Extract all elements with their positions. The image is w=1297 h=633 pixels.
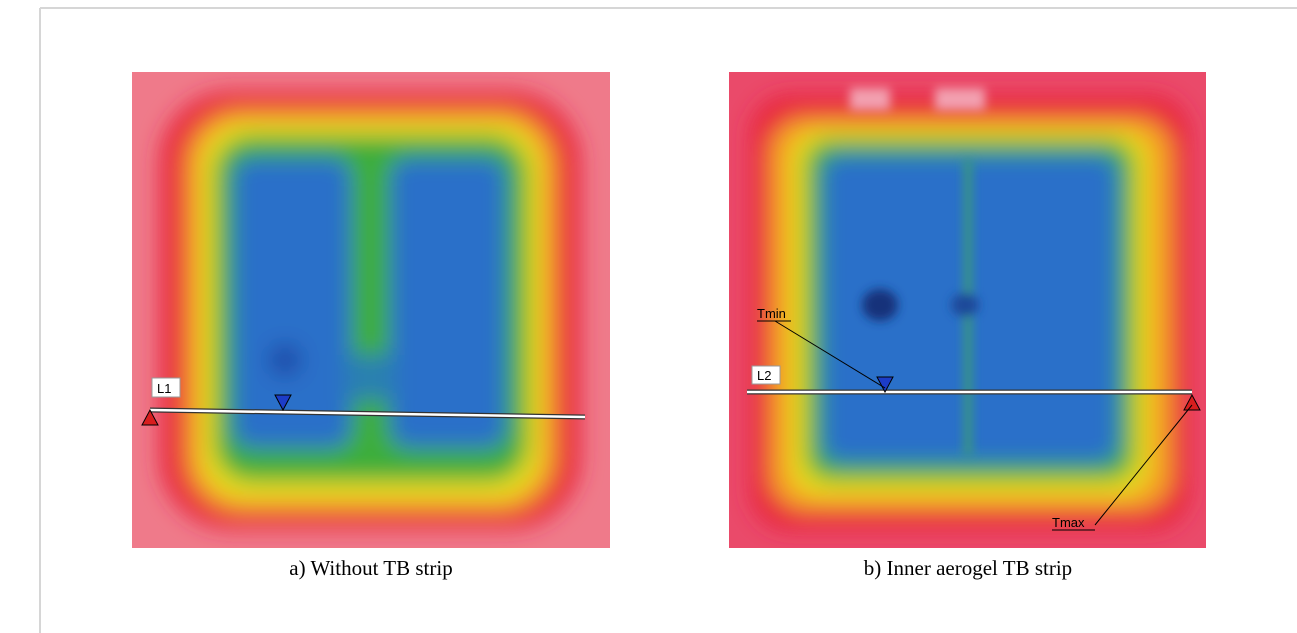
thermal-image-a <box>132 72 610 548</box>
caption: a) Without TB strip <box>289 556 452 580</box>
caption: b) Inner aerogel TB strip <box>864 556 1072 580</box>
figure-page: L1 L2 Tmin Tmax a) Without TB strip b) I… <box>0 0 1297 633</box>
line-label: L2 <box>757 368 771 383</box>
annotation: Tmax <box>1052 515 1085 530</box>
line-label: L1 <box>157 381 171 396</box>
annotation: Tmin <box>757 306 786 321</box>
